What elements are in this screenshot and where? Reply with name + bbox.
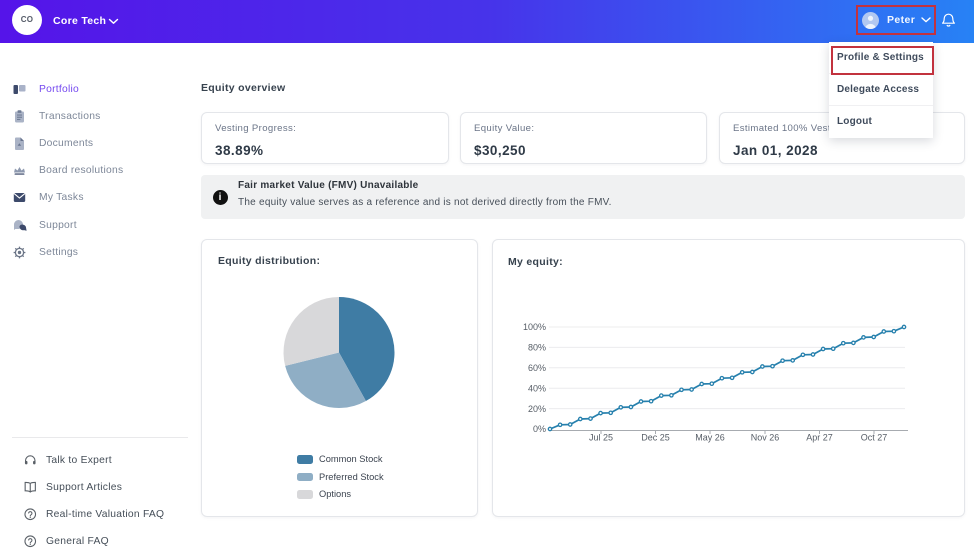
- svg-text:May 26: May 26: [695, 433, 725, 443]
- svg-text:80%: 80%: [528, 343, 546, 353]
- svg-text:0%: 0%: [533, 424, 546, 434]
- svg-text:Jul 25: Jul 25: [589, 433, 613, 443]
- svg-text:Nov 26: Nov 26: [751, 433, 780, 443]
- svg-text:Dec 25: Dec 25: [641, 433, 670, 443]
- svg-text:20%: 20%: [528, 404, 546, 414]
- svg-text:Apr 27: Apr 27: [806, 433, 833, 443]
- svg-text:Oct 27: Oct 27: [861, 433, 888, 443]
- svg-text:100%: 100%: [523, 322, 546, 332]
- svg-text:40%: 40%: [528, 383, 546, 393]
- svg-text:60%: 60%: [528, 363, 546, 373]
